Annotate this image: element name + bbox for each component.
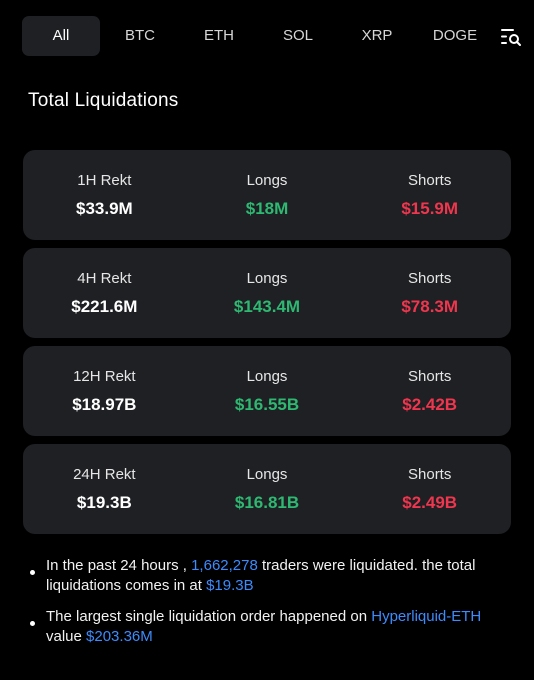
- rekt-column: 4H Rekt $221.6M: [23, 248, 186, 338]
- page-title: Total Liquidations: [28, 90, 179, 111]
- rekt-label: 12H Rekt: [73, 367, 136, 385]
- note-largest-order: The largest single liquidation order hap…: [30, 607, 510, 647]
- exchange-pair-link[interactable]: Hyperliquid-ETH: [371, 608, 482, 625]
- longs-column: Longs $16.55B: [186, 346, 349, 436]
- liquidation-card-12h: 12H Rekt $18.97B Longs $16.55B Shorts $2…: [23, 346, 511, 436]
- shorts-label: Shorts: [408, 171, 452, 189]
- tab-eth[interactable]: ETH: [204, 27, 234, 44]
- liquidation-card-4h: 4H Rekt $221.6M Longs $143.4M Shorts $78…: [23, 248, 511, 338]
- liquidation-notes: In the past 24 hours , 1,662,278 traders…: [30, 556, 510, 658]
- shorts-label: Shorts: [408, 269, 452, 287]
- liquidation-card-1h: 1H Rekt $33.9M Longs $18M Shorts $15.9M: [23, 150, 511, 240]
- rekt-column: 24H Rekt $19.3B: [23, 444, 186, 534]
- rekt-column: 1H Rekt $33.9M: [23, 150, 186, 240]
- note-24h-summary: In the past 24 hours , 1,662,278 traders…: [30, 556, 510, 596]
- largest-order-value: $203.36M: [86, 628, 153, 645]
- liquidation-card-24h: 24H Rekt $19.3B Longs $16.81B Shorts $2.…: [23, 444, 511, 534]
- liquidation-cards: 1H Rekt $33.9M Longs $18M Shorts $15.9M …: [23, 150, 511, 542]
- shorts-column: Shorts $2.42B: [348, 346, 511, 436]
- note-text: In the past 24 hours ,: [46, 557, 192, 574]
- rekt-label: 4H Rekt: [77, 269, 132, 287]
- rekt-label: 24H Rekt: [73, 465, 136, 483]
- filter-search-icon[interactable]: [500, 26, 522, 48]
- shorts-label: Shorts: [408, 367, 452, 385]
- rekt-value: $18.97B: [72, 394, 137, 414]
- rekt-column: 12H Rekt $18.97B: [23, 346, 186, 436]
- bullet-icon: [30, 570, 35, 575]
- shorts-value: $2.42B: [402, 394, 458, 414]
- shorts-column: Shorts $78.3M: [348, 248, 511, 338]
- note-text: The largest single liquidation order hap…: [46, 608, 372, 625]
- note-text: value: [46, 628, 87, 645]
- coin-tab-bar: All BTC ETH SOL XRP DOGE: [22, 16, 522, 56]
- longs-value: $143.4M: [233, 296, 301, 316]
- longs-label: Longs: [246, 465, 288, 483]
- longs-column: Longs $143.4M: [186, 248, 349, 338]
- traders-count: 1,662,278: [191, 557, 258, 574]
- shorts-label: Shorts: [408, 465, 452, 483]
- shorts-column: Shorts $2.49B: [348, 444, 511, 534]
- note-text: traders were liquidated. the total liqui…: [46, 557, 476, 594]
- total-liquidations-value: $19.3B: [206, 577, 254, 594]
- rekt-value: $221.6M: [71, 296, 138, 316]
- rekt-label: 1H Rekt: [77, 171, 132, 189]
- longs-column: Longs $16.81B: [186, 444, 349, 534]
- longs-label: Longs: [246, 171, 288, 189]
- longs-label: Longs: [246, 269, 288, 287]
- tab-doge[interactable]: DOGE: [432, 27, 478, 44]
- tab-btc[interactable]: BTC: [125, 27, 155, 44]
- shorts-value: $2.49B: [402, 492, 458, 512]
- rekt-value: $19.3B: [76, 492, 132, 512]
- shorts-value: $78.3M: [401, 296, 459, 316]
- shorts-column: Shorts $15.9M: [348, 150, 511, 240]
- bullet-icon: [30, 621, 35, 626]
- shorts-value: $15.9M: [401, 198, 459, 218]
- longs-value: $16.81B: [234, 492, 300, 512]
- longs-value: $16.55B: [234, 394, 300, 414]
- tab-all[interactable]: All: [22, 16, 100, 56]
- tab-sol[interactable]: SOL: [282, 27, 313, 44]
- longs-value: $18M: [245, 198, 289, 218]
- tab-xrp[interactable]: XRP: [361, 27, 393, 44]
- rekt-value: $33.9M: [75, 198, 133, 218]
- longs-column: Longs $18M: [186, 150, 349, 240]
- longs-label: Longs: [246, 367, 288, 385]
